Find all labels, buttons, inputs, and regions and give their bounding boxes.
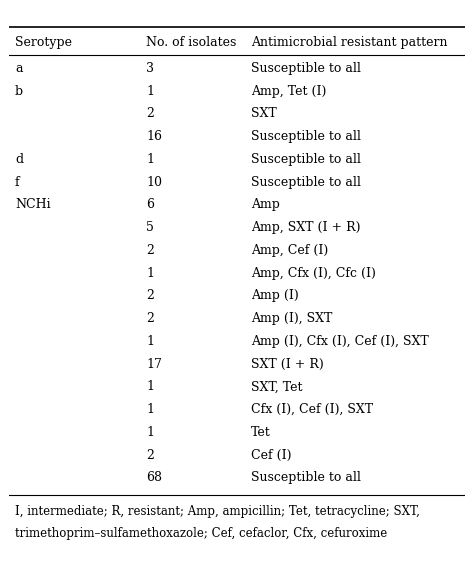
Text: 16: 16 — [146, 130, 162, 143]
Text: Susceptible to all: Susceptible to all — [251, 153, 361, 166]
Text: Amp, Cef (I): Amp, Cef (I) — [251, 244, 328, 257]
Text: Cfx (I), Cef (I), SXT: Cfx (I), Cef (I), SXT — [251, 403, 373, 416]
Text: 2: 2 — [146, 289, 154, 302]
Text: Amp: Amp — [251, 198, 280, 211]
Text: 1: 1 — [146, 85, 154, 98]
Text: Amp, SXT (I + R): Amp, SXT (I + R) — [251, 221, 360, 234]
Text: 2: 2 — [146, 107, 154, 120]
Text: 1: 1 — [146, 267, 154, 280]
Text: 2: 2 — [146, 312, 154, 325]
Text: SXT, Tet: SXT, Tet — [251, 380, 302, 393]
Text: trimethoprim–sulfamethoxazole; Cef, cefaclor, Cfx, cefuroxime: trimethoprim–sulfamethoxazole; Cef, cefa… — [15, 526, 387, 540]
Text: Serotype: Serotype — [15, 36, 72, 49]
Text: 5: 5 — [146, 221, 154, 234]
Text: 1: 1 — [146, 380, 154, 393]
Text: 1: 1 — [146, 426, 154, 439]
Text: Amp (I), SXT: Amp (I), SXT — [251, 312, 332, 325]
Text: Amp (I): Amp (I) — [251, 289, 299, 302]
Text: I, intermediate; R, resistant; Amp, ampicillin; Tet, tetracycline; SXT,: I, intermediate; R, resistant; Amp, ampi… — [15, 505, 420, 518]
Text: 10: 10 — [146, 176, 162, 188]
Text: 6: 6 — [146, 198, 154, 211]
Text: a: a — [15, 62, 22, 75]
Text: Amp (I), Cfx (I), Cef (I), SXT: Amp (I), Cfx (I), Cef (I), SXT — [251, 335, 428, 348]
Text: Cef (I): Cef (I) — [251, 449, 291, 461]
Text: SXT: SXT — [251, 107, 276, 120]
Text: b: b — [15, 85, 23, 98]
Text: f: f — [15, 176, 19, 188]
Text: 2: 2 — [146, 244, 154, 257]
Text: 3: 3 — [146, 62, 154, 75]
Text: Susceptible to all: Susceptible to all — [251, 176, 361, 188]
Text: 1: 1 — [146, 153, 154, 166]
Text: Antimicrobial resistant pattern: Antimicrobial resistant pattern — [251, 36, 447, 49]
Text: 17: 17 — [146, 357, 162, 371]
Text: Amp, Cfx (I), Cfc (I): Amp, Cfx (I), Cfc (I) — [251, 267, 375, 280]
Text: Tet: Tet — [251, 426, 270, 439]
Text: Amp, Tet (I): Amp, Tet (I) — [251, 85, 326, 98]
Text: d: d — [15, 153, 23, 166]
Text: NCHi: NCHi — [15, 198, 51, 211]
Text: Susceptible to all: Susceptible to all — [251, 471, 361, 484]
Text: 1: 1 — [146, 403, 154, 416]
Text: 2: 2 — [146, 449, 154, 461]
Text: 1: 1 — [146, 335, 154, 348]
Text: SXT (I + R): SXT (I + R) — [251, 357, 323, 371]
Text: Susceptible to all: Susceptible to all — [251, 62, 361, 75]
Text: Susceptible to all: Susceptible to all — [251, 130, 361, 143]
Text: No. of isolates: No. of isolates — [146, 36, 237, 49]
Text: 68: 68 — [146, 471, 162, 484]
